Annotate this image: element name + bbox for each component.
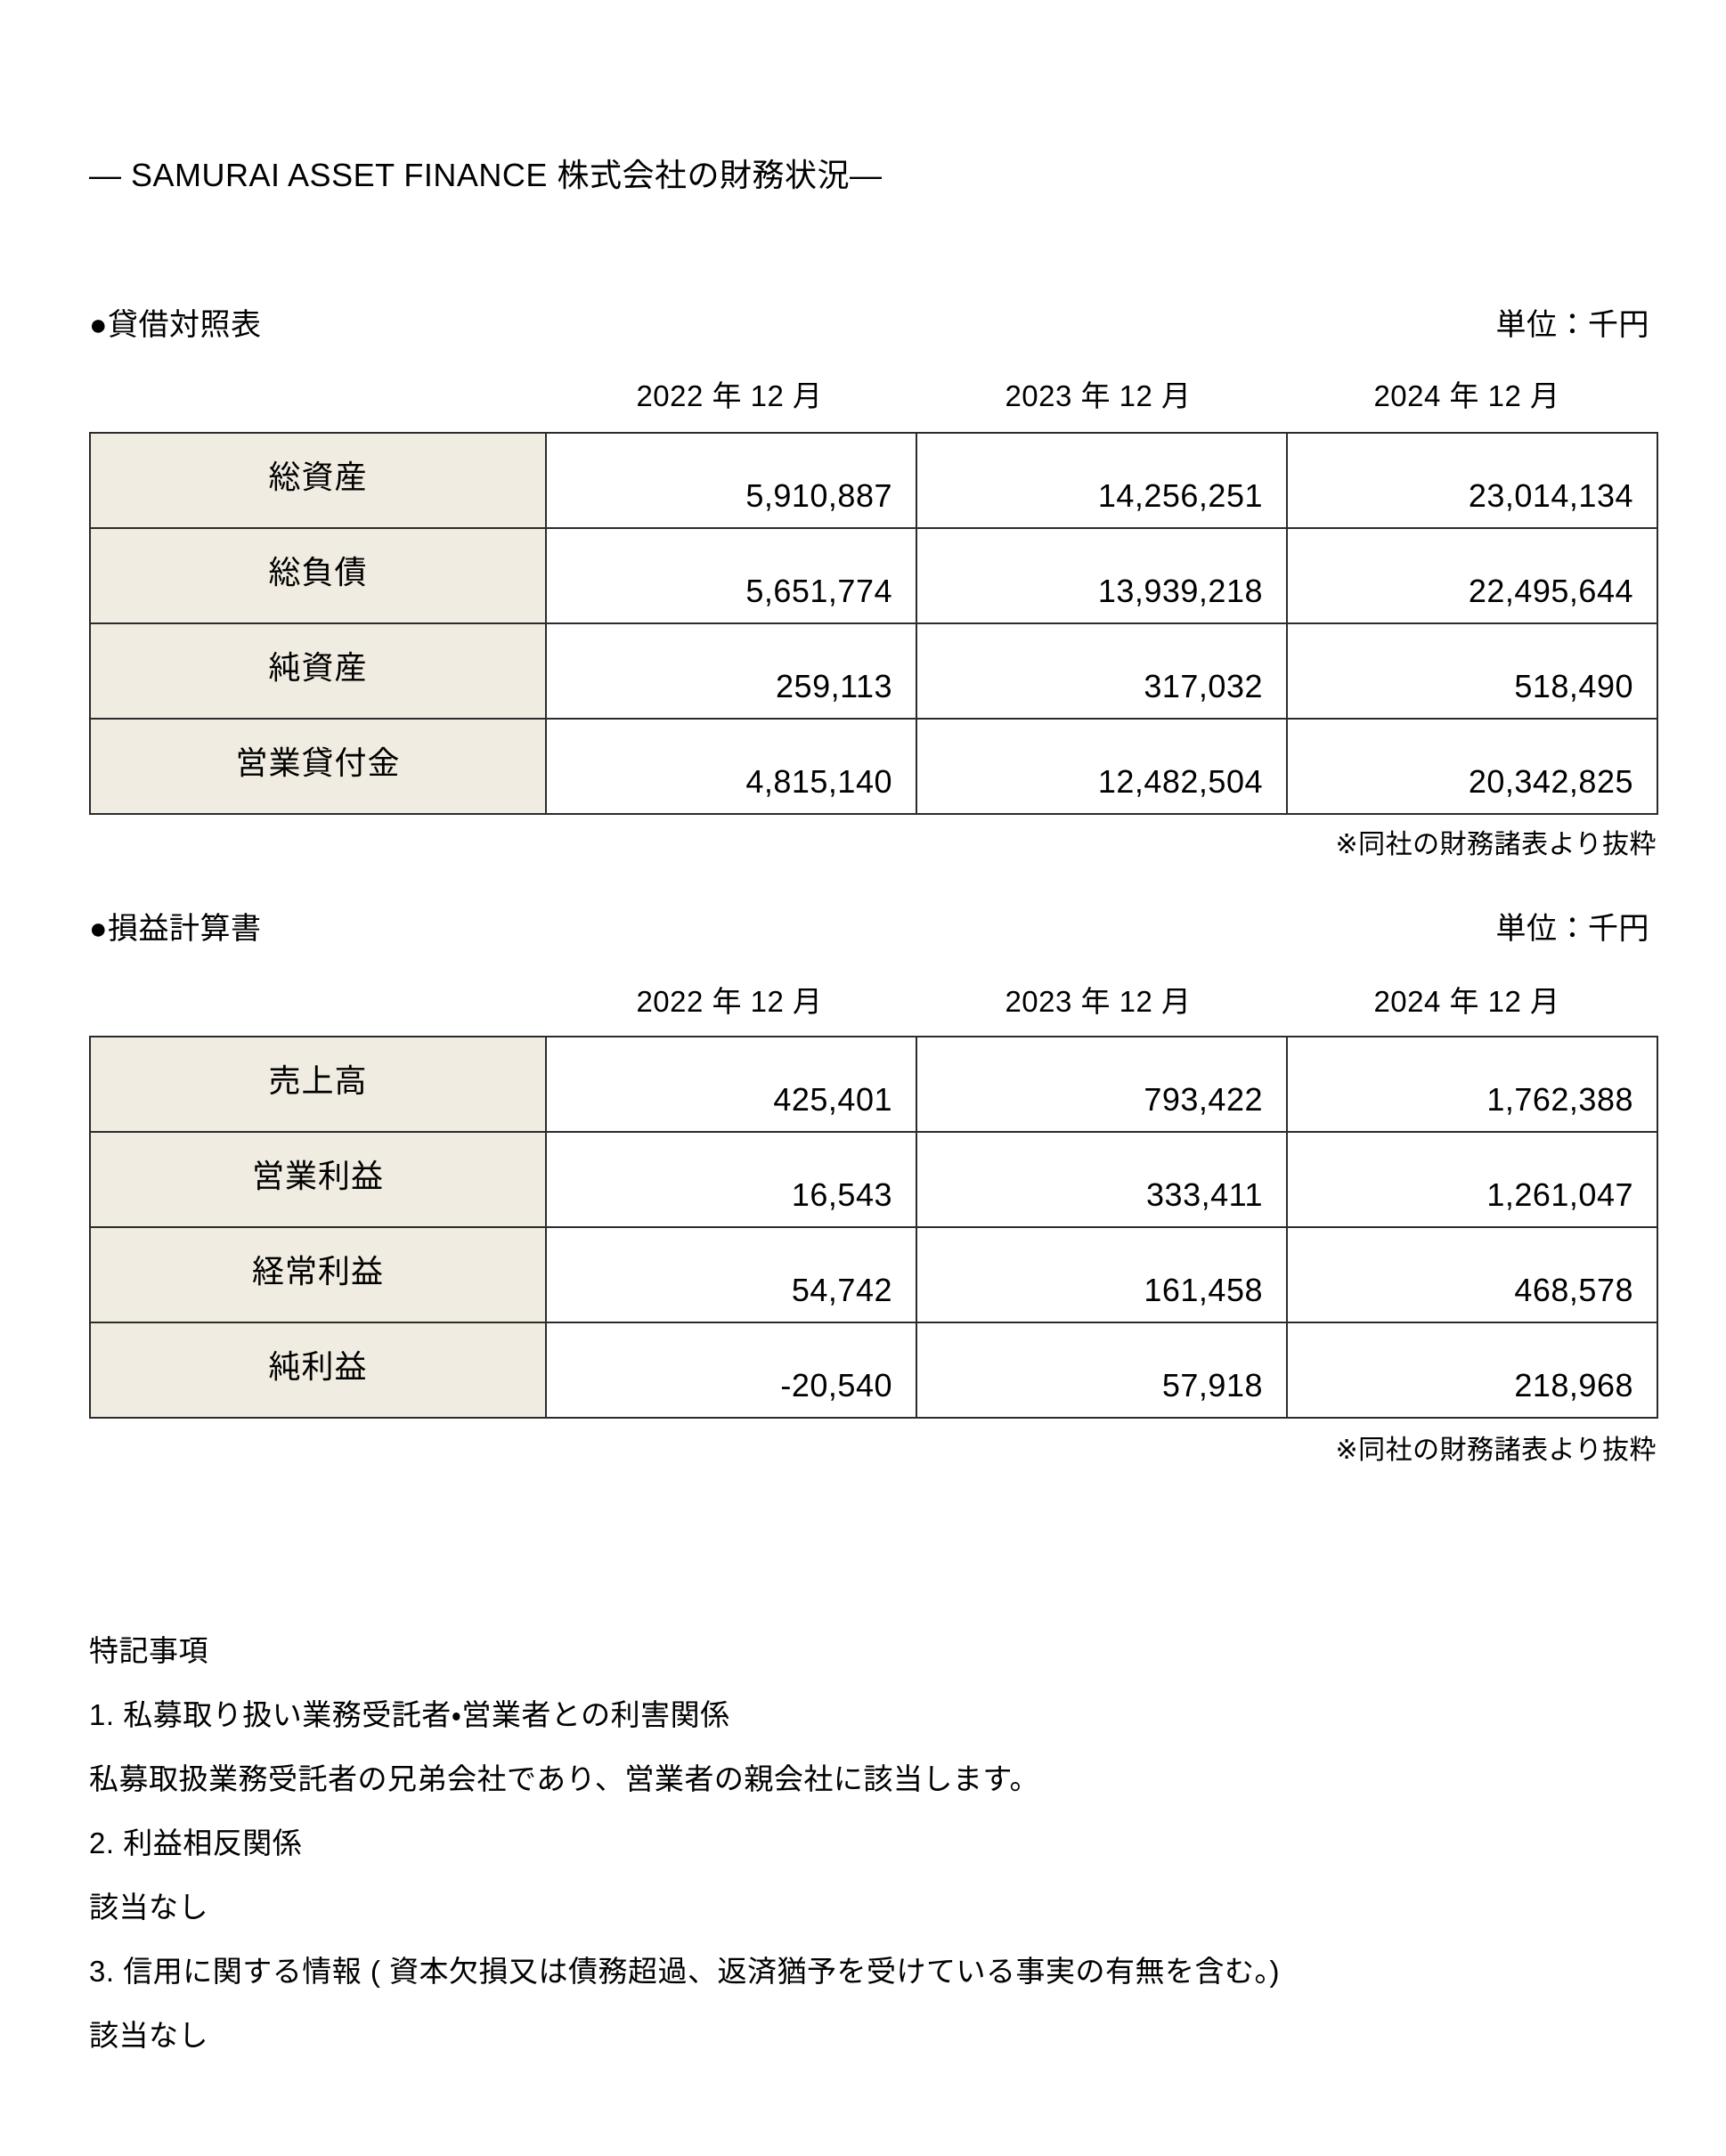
income-statement-section-header: ●損益計算書 単位：千円 [89, 904, 1657, 948]
balance-sheet-source-note: ※同社の財務諸表より抜粋 [1335, 830, 1657, 859]
income-statement-column-headers: 2022 年 12 月 2023 年 12 月 2024 年 12 月 [89, 978, 1657, 1021]
row-value-2022: 54,742 [545, 1226, 917, 1323]
table-row: 売上高 425,401 793,422 1,762,388 [89, 1036, 1658, 1133]
row-label: 営業貸付金 [89, 718, 547, 815]
note-item-3-heading: 3. 信用に関する情報 ( 資本欠損又は債務超過、返済猶予を受けている事実の有無… [89, 1955, 1281, 1988]
note-item-2-heading: 2. 利益相反関係 [89, 1826, 303, 1859]
special-notes-heading: 特記事項 [89, 1634, 208, 1667]
row-value-2024: 518,490 [1286, 622, 1658, 720]
row-value-2023: 57,918 [916, 1322, 1288, 1419]
balance-sheet-table: 総資産 5,910,887 14,256,251 23,014,134 総負債 … [89, 432, 1658, 815]
row-value-2023: 161,458 [916, 1226, 1288, 1323]
row-value-2024: 20,342,825 [1286, 718, 1658, 815]
row-value-2024: 1,762,388 [1286, 1036, 1658, 1133]
row-value-2022: 5,910,887 [545, 432, 917, 529]
row-value-2022: 16,543 [545, 1131, 917, 1228]
row-value-2024: 1,261,047 [1286, 1131, 1658, 1228]
row-value-2023: 333,411 [916, 1131, 1288, 1228]
column-header-2022: 2022 年 12 月 [636, 985, 823, 1018]
row-value-2024: 218,968 [1286, 1322, 1658, 1419]
row-label: 売上高 [89, 1036, 547, 1133]
row-value-2024: 22,495,644 [1286, 527, 1658, 624]
note-item-1-heading: 1. 私募取り扱い業務受託者・営業者との利害関係 [89, 1698, 730, 1731]
row-value-2023: 13,939,218 [916, 527, 1288, 624]
income-statement-title: ●損益計算書 [89, 912, 262, 946]
row-value-2023: 793,422 [916, 1036, 1288, 1133]
balance-sheet-title: ●貸借対照表 [89, 308, 262, 342]
row-value-2023: 12,482,504 [916, 718, 1288, 815]
row-value-2022: 4,815,140 [545, 718, 917, 815]
balance-sheet-unit-label: 単位：千円 [1495, 308, 1649, 342]
income-statement-table: 売上高 425,401 793,422 1,762,388 営業利益 16,54… [89, 1036, 1658, 1419]
income-statement-source-note: ※同社の財務諸表より抜粋 [1335, 1436, 1657, 1465]
column-header-spacer [89, 372, 545, 415]
row-label: 純資産 [89, 622, 547, 720]
row-value-2024: 468,578 [1286, 1226, 1658, 1323]
row-label: 総負債 [89, 527, 547, 624]
table-row: 経常利益 54,742 161,458 468,578 [89, 1226, 1658, 1323]
column-header-2024: 2024 年 12 月 [1373, 985, 1560, 1018]
table-row: 純資産 259,113 317,032 518,490 [89, 622, 1658, 720]
note-item-3-body: 該当なし [89, 2019, 208, 2052]
table-row: 純利益 -20,540 57,918 218,968 [89, 1322, 1658, 1419]
column-header-2022: 2022 年 12 月 [636, 379, 823, 412]
table-row: 営業利益 16,543 333,411 1,261,047 [89, 1131, 1658, 1228]
balance-sheet-column-headers: 2022 年 12 月 2023 年 12 月 2024 年 12 月 [89, 372, 1657, 415]
table-row: 営業貸付金 4,815,140 12,482,504 20,342,825 [89, 718, 1658, 815]
row-label: 営業利益 [89, 1131, 547, 1228]
table-row: 総資産 5,910,887 14,256,251 23,014,134 [89, 432, 1658, 529]
row-label: 純利益 [89, 1322, 547, 1419]
income-statement-unit-label: 単位：千円 [1495, 912, 1649, 946]
row-value-2022: 425,401 [545, 1036, 917, 1133]
row-value-2023: 317,032 [916, 622, 1288, 720]
note-item-2-body: 該当なし [89, 1891, 208, 1924]
row-value-2024: 23,014,134 [1286, 432, 1658, 529]
row-value-2022: 5,651,774 [545, 527, 917, 624]
row-label: 経常利益 [89, 1226, 547, 1323]
balance-sheet-section-header: ●貸借対照表 単位：千円 [89, 300, 1657, 344]
row-value-2023: 14,256,251 [916, 432, 1288, 529]
column-header-spacer [89, 978, 545, 1021]
row-label: 総資産 [89, 432, 547, 529]
note-item-1-body: 私募取扱業務受託者の兄弟会社であり、営業者の親会社に該当します。 [89, 1762, 1040, 1795]
page-title: ― SAMURAI ASSET FINANCE 株式会社の財務状況― [89, 157, 883, 193]
table-row: 総負債 5,651,774 13,939,218 22,495,644 [89, 527, 1658, 624]
column-header-2024: 2024 年 12 月 [1373, 379, 1560, 412]
column-header-2023: 2023 年 12 月 [1005, 379, 1192, 412]
row-value-2022: 259,113 [545, 622, 917, 720]
row-value-2022: -20,540 [545, 1322, 917, 1419]
special-notes-section: 特記事項 1. 私募取り扱い業務受託者・営業者との利害関係 私募取扱業務受託者の… [89, 1619, 1657, 2068]
column-header-2023: 2023 年 12 月 [1005, 985, 1192, 1018]
